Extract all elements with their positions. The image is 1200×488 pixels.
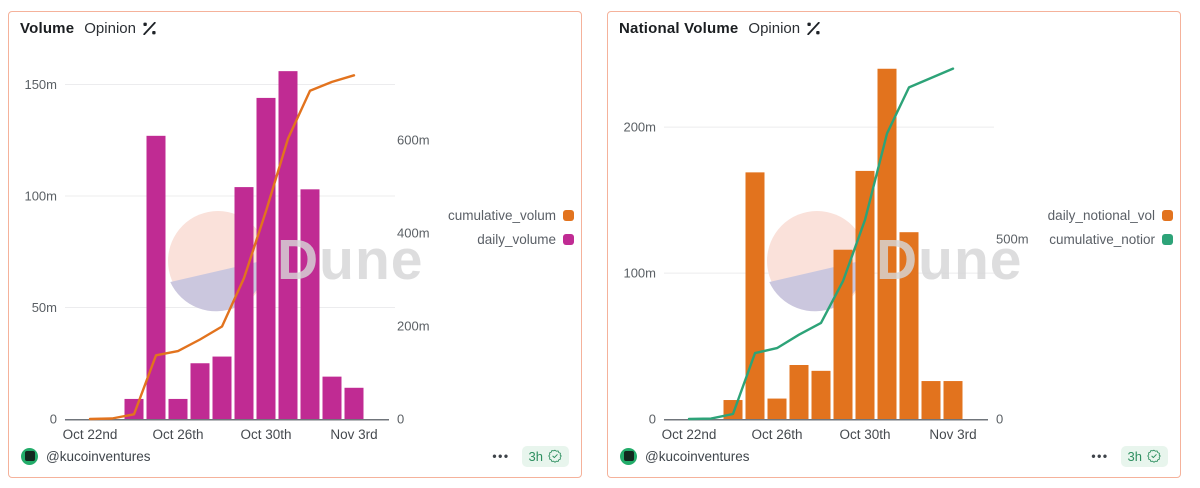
x-axis-tick-label: Oct 22nd: [662, 427, 717, 442]
more-menu-button[interactable]: •••: [1087, 448, 1112, 464]
kucoin-logo-icon: [623, 451, 634, 461]
card-footer: @kucoinventures ••• 3h: [620, 444, 1168, 468]
bar-nov-1: [300, 189, 320, 419]
author-handle-link[interactable]: @kucoinventures: [46, 448, 151, 464]
opinion-percent-icon: [807, 22, 820, 35]
x-axis-tick-label: Oct 26th: [152, 427, 203, 442]
left-axis-tick-label: 0: [50, 412, 57, 427]
right-axis-tick-label: 200m: [397, 318, 430, 333]
right-axis-tick-label: 0: [397, 412, 404, 427]
bar-oct-29: [234, 187, 254, 419]
legend: daily_notional_vol cumulative_notior: [1048, 208, 1173, 247]
opinion-percent-icon: [143, 22, 156, 35]
left-axis-tick-label: 150m: [24, 77, 57, 92]
left-axis-tick-label: 100m: [24, 189, 57, 204]
legend-swatch-orange: [563, 210, 574, 221]
refresh-age-badge[interactable]: 3h: [521, 445, 569, 467]
bar-nov-3: [943, 381, 963, 419]
kucoinventures-avatar: [21, 447, 38, 465]
refresh-age-badge[interactable]: 3h: [1120, 445, 1168, 467]
bar-oct-26: [767, 398, 787, 419]
bar-nov-3: [344, 387, 364, 419]
x-axis-tick-label: Nov 3rd: [330, 427, 377, 442]
chart-subtitle: Opinion: [84, 20, 136, 37]
bar-nov-2: [322, 376, 342, 419]
chart-subtitle: Opinion: [748, 20, 801, 37]
verified-check-icon: [1147, 449, 1161, 463]
left-axis-tick-label: 100m: [623, 266, 656, 281]
bar-oct-25: [745, 172, 765, 419]
legend-item-cumulative-notional[interactable]: cumulative_notior: [1049, 232, 1173, 247]
author-handle-link[interactable]: @kucoinventures: [645, 448, 750, 464]
bar-oct-27: [789, 365, 809, 419]
legend-label: cumulative_notior: [1049, 232, 1155, 247]
legend-item-daily-volume[interactable]: daily_volume: [477, 232, 574, 247]
bar-oct-30: [256, 97, 276, 419]
bar-nov-1: [899, 232, 919, 419]
bar-oct-29: [833, 249, 853, 419]
bar-oct-27: [190, 363, 210, 419]
x-axis-tick-label: Oct 30th: [240, 427, 291, 442]
chart-card-volume: Dune 0 50m 100m 150m 0 200m 400m 600m Oct 22nd Oct…: [8, 11, 582, 478]
more-menu-button[interactable]: •••: [488, 448, 513, 464]
x-axis-tick-label: Nov 3rd: [929, 427, 976, 442]
legend: cumulative_volum daily_volume: [448, 208, 574, 247]
legend-swatch-orange: [1162, 210, 1173, 221]
chart-title: National Volume: [619, 20, 739, 37]
right-axis-tick-label: 400m: [397, 225, 430, 240]
line-cumulative_notional: [687, 67, 955, 421]
bar-nov-2: [921, 381, 941, 419]
legend-item-daily-notional[interactable]: daily_notional_vol: [1048, 208, 1173, 223]
national-volume-chart-canvas: Dune 0 100m 200m 0 500m Oct 22nd Oct 26th Oct 30…: [623, 67, 1029, 442]
legend-swatch-green: [1162, 234, 1173, 245]
legend-label: daily_notional_vol: [1047, 208, 1155, 223]
dune-watermark-text: Dune: [876, 228, 1023, 292]
x-axis-tick-label: Oct 22nd: [63, 427, 118, 442]
left-axis-tick-label: 50m: [32, 300, 57, 315]
right-axis-tick-label: 600m: [397, 132, 430, 147]
x-axis-tick-label: Oct 26th: [751, 427, 802, 442]
legend-label: daily_volume: [477, 232, 556, 247]
chart-card-national-volume: Dune 0 100m 200m 0 500m Oct 22nd Oct 26th Oct 30…: [607, 11, 1181, 478]
bar-oct-28: [212, 356, 232, 419]
bar-oct-30: [855, 170, 875, 419]
kucoinventures-avatar: [620, 447, 637, 465]
bar-oct-25: [146, 135, 166, 419]
line-cumulative_volume: [88, 74, 356, 421]
legend-swatch-magenta: [563, 234, 574, 245]
bar-oct-26: [168, 398, 188, 419]
card-footer: @kucoinventures ••• 3h: [21, 444, 569, 468]
chart-header: National Volume Opinion: [619, 20, 820, 37]
refresh-age-text: 3h: [528, 448, 543, 464]
legend-item-cumulative-volume[interactable]: cumulative_volum: [448, 208, 574, 223]
chart-header: Volume Opinion: [20, 20, 156, 37]
refresh-age-text: 3h: [1127, 448, 1142, 464]
left-axis-tick-label: 0: [649, 412, 656, 427]
dune-watermark-text: Dune: [277, 228, 424, 292]
left-axis-tick-label: 200m: [623, 120, 656, 135]
legend-label: cumulative_volum: [447, 208, 556, 223]
right-axis-tick-label: 0: [996, 412, 1003, 427]
kucoin-logo-icon: [24, 451, 35, 461]
chart-title: Volume: [20, 20, 75, 37]
bar-oct-28: [811, 370, 831, 419]
volume-chart-canvas: Dune 0 50m 100m 150m 0 200m 400m 600m Oct 22nd Oct…: [24, 71, 430, 442]
verified-check-icon: [548, 449, 562, 463]
x-axis-tick-label: Oct 30th: [839, 427, 890, 442]
right-axis-tick-label: 500m: [996, 231, 1029, 246]
